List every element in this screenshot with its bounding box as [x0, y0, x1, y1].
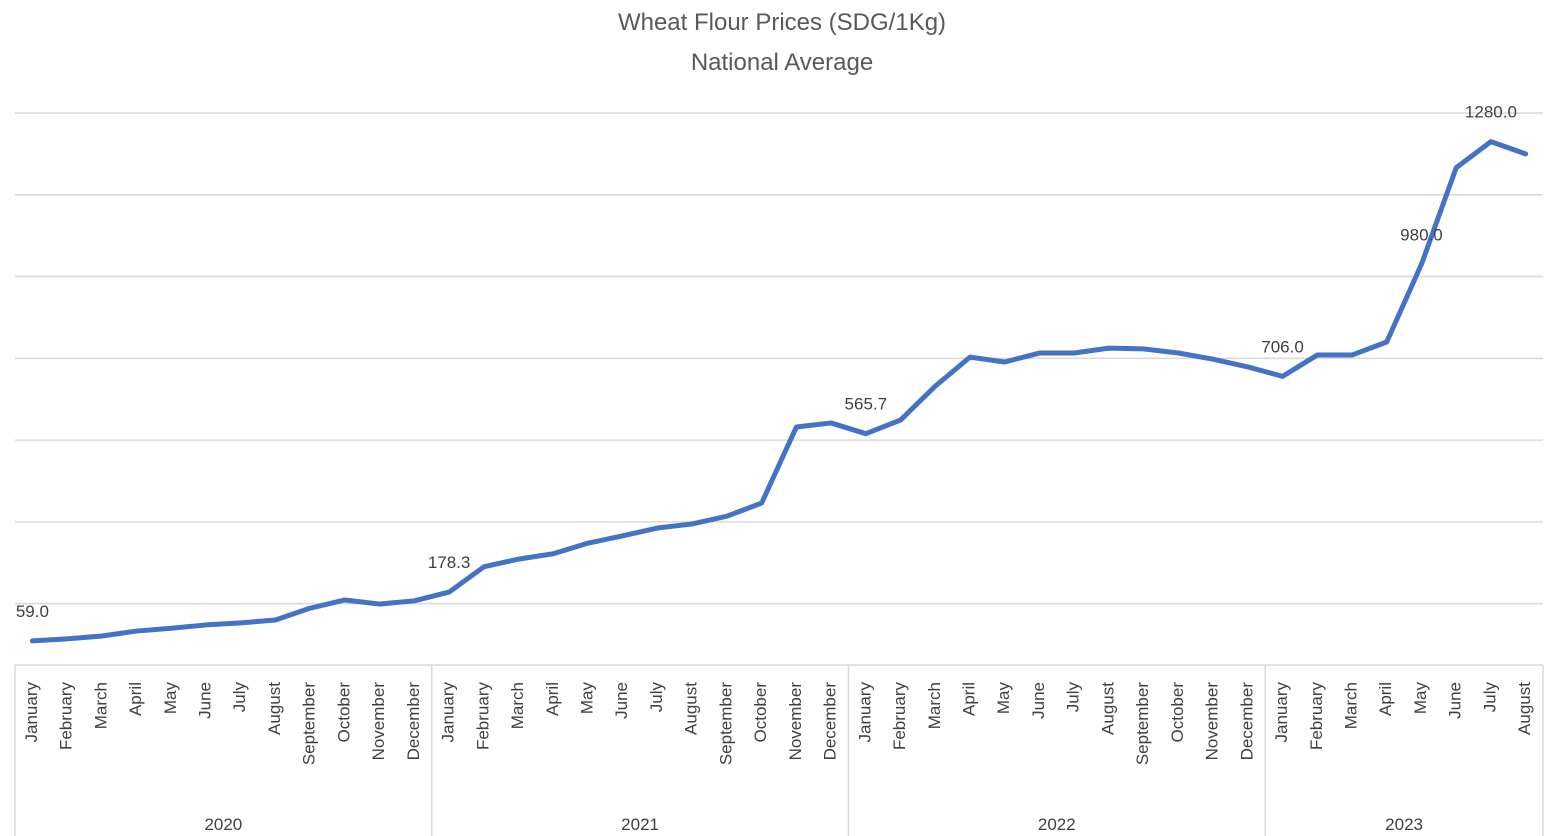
x-tick-label: July [230, 682, 249, 713]
x-tick-label: June [195, 682, 214, 719]
x-tick-label: March [925, 682, 944, 729]
x-tick-label: December [1237, 682, 1256, 761]
x-tick-label: January [22, 682, 41, 743]
data-label: 59.0 [16, 602, 49, 621]
x-tick-label: May [1411, 682, 1430, 715]
x-tick-label: November [786, 682, 805, 761]
x-tick-label: May [577, 682, 596, 715]
x-tick-label: January [855, 682, 874, 743]
data-label: 178.3 [428, 553, 471, 572]
x-tick-label: April [1376, 682, 1395, 716]
x-tick-label: September [300, 682, 319, 765]
x-tick-label: April [959, 682, 978, 716]
x-tick-label: January [439, 682, 458, 743]
x-tick-label: November [1203, 682, 1222, 761]
x-tick-label: October [751, 682, 770, 743]
x-tick-label: October [1168, 682, 1187, 743]
x-tick-label: July [1480, 682, 1499, 713]
x-tick-label: February [473, 682, 492, 751]
x-tick-label: May [161, 682, 180, 715]
x-group-label: 2023 [1385, 815, 1423, 834]
data-label: 706.0 [1261, 337, 1304, 356]
x-tick-label: April [126, 682, 145, 716]
x-tick-label: August [682, 682, 701, 735]
x-tick-label: November [369, 682, 388, 761]
x-tick-label: March [1341, 682, 1360, 729]
x-tick-label: June [1029, 682, 1048, 719]
x-group-label: 2021 [621, 815, 659, 834]
x-tick-label: August [265, 682, 284, 735]
x-tick-label: January [1272, 682, 1291, 743]
x-tick-label: February [57, 682, 76, 751]
line-series [29, 139, 1529, 644]
data-label: 565.7 [845, 395, 888, 414]
chart-subtitle: National Average [691, 49, 873, 76]
x-tick-label: February [1307, 682, 1326, 751]
x-tick-label: October [334, 682, 353, 743]
chart-title: Wheat Flour Prices (SDG/1Kg) [618, 9, 946, 36]
x-tick-label: June [1446, 682, 1465, 719]
data-label: 1280.0 [1465, 103, 1517, 122]
x-tick-label: June [612, 682, 631, 719]
data-label: 980.0 [1400, 225, 1443, 244]
x-tick-label: December [404, 682, 423, 761]
x-tick-label: August [1098, 682, 1117, 735]
x-tick-label: September [716, 682, 735, 765]
x-group-label: 2020 [204, 815, 242, 834]
x-group-label: 2022 [1038, 815, 1076, 834]
x-tick-label: February [890, 682, 909, 751]
x-tick-label: July [1064, 682, 1083, 713]
x-tick-label: April [543, 682, 562, 716]
x-tick-label: September [1133, 682, 1152, 765]
x-tick-label: July [647, 682, 666, 713]
x-tick-label: August [1515, 682, 1534, 735]
x-tick-label: March [508, 682, 527, 729]
x-tick-label: March [91, 682, 110, 729]
x-tick-label: May [994, 682, 1013, 715]
x-tick-label: December [821, 682, 840, 761]
